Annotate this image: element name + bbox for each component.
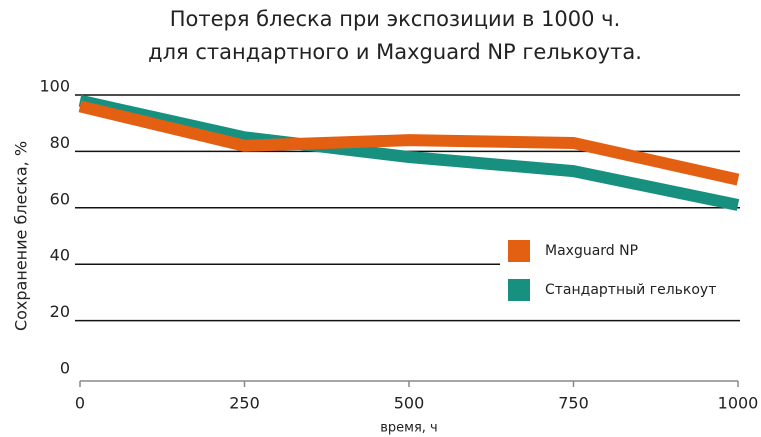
y-tick-label: 40 <box>50 246 70 265</box>
x-tick-label: 0 <box>75 394 85 413</box>
series-line <box>78 100 740 186</box>
y-tick-label: 80 <box>50 133 70 152</box>
x-tick-label: 750 <box>558 394 589 413</box>
legend-label: Стандартный гелькоут <box>545 282 716 298</box>
y-tick-label: 100 <box>39 77 70 96</box>
legend-swatch <box>508 240 530 262</box>
series-line <box>78 94 740 211</box>
chart-title: Потеря блеска при экспозиции в 1000 ч. <box>170 7 621 31</box>
legend-label: Maxguard NP <box>545 243 638 259</box>
y-tick-label: 60 <box>50 189 70 208</box>
legend-background <box>500 226 750 308</box>
chart-title: для стандартного и Maxguard NP гелькоута… <box>148 40 642 64</box>
y-tick-label: 0 <box>60 359 70 378</box>
x-axis-label: время, ч <box>380 421 437 436</box>
x-tick-label: 500 <box>394 394 425 413</box>
x-tick-label: 1000 <box>718 394 759 413</box>
x-tick-label: 250 <box>229 394 260 413</box>
y-tick-label: 20 <box>50 302 70 321</box>
y-axis-label: Сохранение блеска, % <box>12 141 31 331</box>
legend-swatch <box>508 279 530 301</box>
